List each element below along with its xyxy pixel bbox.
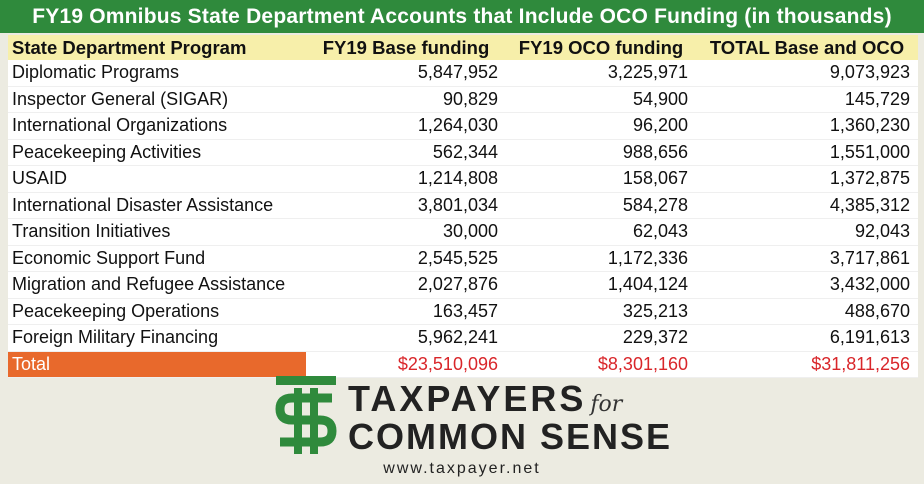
column-header: TOTAL Base and OCO — [696, 35, 918, 60]
funding-value: 229,372 — [506, 324, 696, 352]
funding-value: 2,027,876 — [306, 271, 506, 299]
funding-value: 3,225,971 — [506, 60, 696, 87]
total-oco: $8,301,160 — [506, 351, 696, 378]
funding-table: State Department Program FY19 Base fundi… — [8, 35, 918, 378]
table-row: Peacekeeping Operations 163,457 325,213 488… — [8, 298, 918, 325]
funding-value: 488,670 — [696, 298, 918, 325]
funding-value: 54,900 — [506, 86, 696, 113]
program-name: International Organizations — [8, 112, 306, 140]
program-name: USAID — [8, 165, 306, 193]
total-row: Total $23,510,096 $8,301,160 $31,811,256 — [8, 351, 918, 378]
total-label: Total — [8, 351, 306, 378]
funding-value: 584,278 — [506, 192, 696, 219]
program-name: Migration and Refugee Assistance — [8, 271, 306, 299]
funding-value: 6,191,613 — [696, 324, 918, 352]
table-row: Diplomatic Programs 5,847,952 3,225,971 9,0… — [8, 60, 918, 87]
table-row: Economic Support Fund 2,545,525 1,172,336 3… — [8, 245, 918, 272]
program-name: International Disaster Assistance — [8, 192, 306, 219]
logo-text-for: for — [590, 392, 623, 417]
funding-value: 90,829 — [306, 86, 506, 113]
funding-value: 4,385,312 — [696, 192, 918, 219]
funding-value: 1,551,000 — [696, 139, 918, 166]
logo-text-taxpayers: TAXPAYERS — [348, 378, 587, 419]
table-header-row: State Department Program FY19 Base fundi… — [8, 35, 918, 60]
funding-value: 988,656 — [506, 139, 696, 166]
funding-value: 3,801,034 — [306, 192, 506, 219]
funding-value: 1,214,808 — [306, 165, 506, 193]
column-header: State Department Program — [8, 35, 306, 60]
funding-value: 1,360,230 — [696, 112, 918, 140]
program-name: Peacekeeping Activities — [8, 139, 306, 166]
funding-value: 1,264,030 — [306, 112, 506, 140]
logo-text-common-sense: COMMON SENSE — [348, 416, 673, 457]
funding-value: 1,372,875 — [696, 165, 918, 193]
funding-value: 3,717,861 — [696, 245, 918, 272]
funding-value: 30,000 — [306, 218, 506, 246]
table-row: Peacekeeping Activities 562,344 988,656 1,5… — [8, 139, 918, 166]
program-name: Inspector General (SIGAR) — [8, 86, 306, 113]
taxpayers-logo: TAXPAYERS for COMMON SENSE — [272, 372, 673, 457]
table-row: Inspector General (SIGAR) 90,829 54,900 145… — [8, 86, 918, 113]
funding-value: 96,200 — [506, 112, 696, 140]
funding-value: 325,213 — [506, 298, 696, 325]
table-row: Migration and Refugee Assistance 2,027,87… — [8, 271, 918, 299]
column-header: FY19 OCO funding — [506, 35, 696, 60]
funding-value: 3,432,000 — [696, 271, 918, 299]
funding-value: 158,067 — [506, 165, 696, 193]
program-name: Transition Initiatives — [8, 218, 306, 246]
program-name: Diplomatic Programs — [8, 60, 306, 87]
funding-value: 145,729 — [696, 86, 918, 113]
funding-value: 5,847,952 — [306, 60, 506, 87]
total-sum: $31,811,256 — [696, 351, 918, 378]
funding-value: 1,172,336 — [506, 245, 696, 272]
program-name: Foreign Military Financing — [8, 324, 306, 352]
website-url: www.taxpayer.net — [383, 460, 541, 477]
program-name: Peacekeeping Operations — [8, 298, 306, 325]
funding-value: 2,545,525 — [306, 245, 506, 272]
funding-value: 1,404,124 — [506, 271, 696, 299]
funding-value: 562,344 — [306, 139, 506, 166]
logo-line-1: TAXPAYERS for — [348, 378, 622, 420]
taxpayers-logo-mark-icon — [275, 376, 337, 454]
funding-value: 9,073,923 — [696, 60, 918, 87]
program-name: Economic Support Fund — [8, 245, 306, 272]
table-row: USAID 1,214,808 158,067 1,372,875 — [8, 165, 918, 193]
table-row: Foreign Military Financing 5,962,241 229,3… — [8, 324, 918, 352]
funding-value: 92,043 — [696, 218, 918, 246]
column-header: FY19 Base funding — [306, 35, 506, 60]
table-row: International Organizations 1,264,030 96,2… — [8, 112, 918, 140]
funding-value: 163,457 — [306, 298, 506, 325]
table-row: International Disaster Assistance 3,801,0… — [8, 192, 918, 219]
funding-value: 62,043 — [506, 218, 696, 246]
chart-title: FY19 Omnibus State Department Accounts t… — [0, 0, 924, 33]
table-row: Transition Initiatives 30,000 62,043 92,043 — [8, 218, 918, 246]
total-base: $23,510,096 — [306, 351, 506, 378]
funding-value: 5,962,241 — [306, 324, 506, 352]
